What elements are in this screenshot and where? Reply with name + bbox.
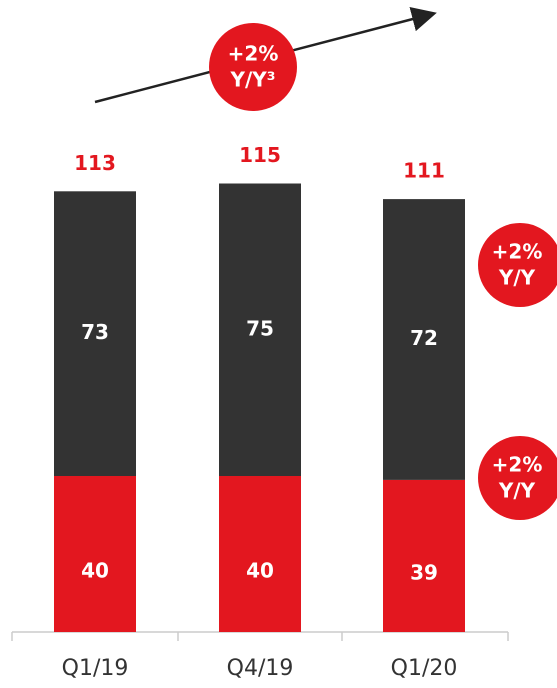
bar-segment bbox=[219, 183, 301, 476]
axis-ticks bbox=[11, 632, 509, 641]
callout-bubble bbox=[478, 436, 557, 520]
bar-segment bbox=[383, 199, 465, 480]
callout-text: Y/Y bbox=[498, 266, 536, 290]
value-label: 39 bbox=[410, 560, 438, 584]
x-tick-label: Q1/19 bbox=[62, 656, 129, 681]
callout-text: Y/Y³ bbox=[229, 68, 275, 92]
callout-bubble bbox=[478, 223, 557, 307]
bar-segment bbox=[54, 191, 136, 477]
total-label: 115 bbox=[239, 143, 281, 167]
value-label: 72 bbox=[410, 326, 438, 350]
total-label: 111 bbox=[403, 159, 445, 183]
x-tick-label: Q4/19 bbox=[227, 656, 294, 681]
bar-segment bbox=[54, 476, 136, 632]
value-label: 40 bbox=[81, 559, 109, 583]
callout-text: +2% bbox=[492, 240, 543, 264]
callout-text: +2% bbox=[492, 453, 543, 477]
bar-segment bbox=[219, 476, 301, 632]
callout-text: +2% bbox=[228, 42, 279, 66]
callout-bubble bbox=[209, 23, 297, 111]
bar-segment bbox=[383, 479, 465, 632]
total-label: 113 bbox=[74, 151, 116, 175]
value-label: 73 bbox=[81, 320, 109, 344]
callout-text: Y/Y bbox=[498, 479, 536, 503]
value-label: 75 bbox=[246, 316, 274, 340]
x-tick-label: Q1/20 bbox=[391, 656, 458, 681]
value-label: 40 bbox=[246, 559, 274, 583]
